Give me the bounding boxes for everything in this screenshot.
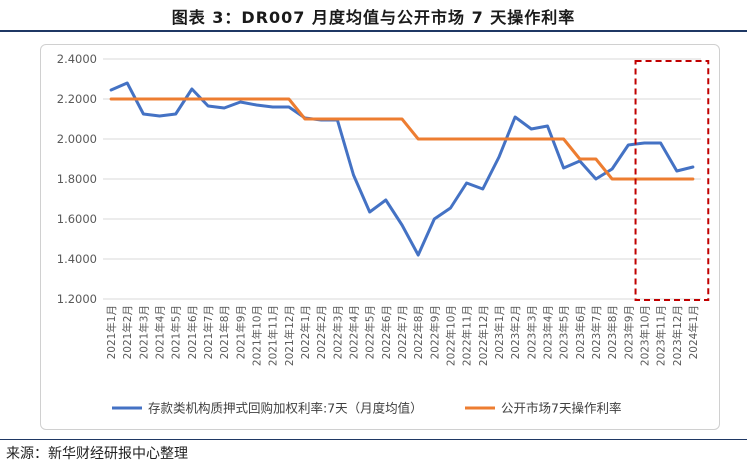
x-tick-label: 2022年7月 xyxy=(396,305,409,359)
x-tick-label: 2021年12月 xyxy=(283,305,296,366)
x-tick-label: 2023年10月 xyxy=(638,305,651,366)
line-chart: 1.2000 1.4000 1.6000 1.8000 2.0000 2.2000 2.40… xyxy=(57,52,710,416)
x-tick-label: 2023年6月 xyxy=(574,305,587,359)
x-tick-label: 2021年9月 xyxy=(234,305,247,359)
x-tick-label: 2024年1月 xyxy=(687,305,700,359)
x-tick-label: 2021年8月 xyxy=(218,305,231,359)
legend-label-2: 公开市场7天操作利率 xyxy=(501,401,621,416)
y-tick-label: 2.0000 xyxy=(57,132,97,146)
x-tick-label: 2023年9月 xyxy=(622,305,635,359)
x-tick-label: 2023年2月 xyxy=(509,305,522,359)
y-tick-label: 2.4000 xyxy=(57,52,97,66)
x-tick-label: 2023年4月 xyxy=(541,305,554,359)
y-tick-label: 1.8000 xyxy=(57,172,97,186)
x-tick-label: 2023年7月 xyxy=(590,305,603,359)
x-tick-label: 2023年3月 xyxy=(525,305,538,359)
x-tick-label: 2021年5月 xyxy=(170,305,183,359)
x-tick-label: 2021年6月 xyxy=(186,305,199,359)
x-tick-label: 2023年11月 xyxy=(655,305,668,366)
y-tick-label: 1.2000 xyxy=(57,292,97,306)
title-rule xyxy=(0,30,747,32)
x-tick-label: 2022年5月 xyxy=(364,305,377,359)
x-tick-label: 2021年3月 xyxy=(137,305,150,359)
x-tick-label: 2021年2月 xyxy=(121,305,134,359)
chart-frame xyxy=(40,44,720,430)
x-tick-label: 2022年10月 xyxy=(444,305,457,366)
x-tick-label: 2022年11月 xyxy=(461,305,474,366)
x-tick-label: 2021年7月 xyxy=(202,305,215,359)
y-tick-label: 1.4000 xyxy=(57,252,97,266)
x-tick-label: 2021年1月 xyxy=(105,305,118,359)
x-tick-label: 2022年2月 xyxy=(315,305,328,359)
x-tick-label: 2023年5月 xyxy=(558,305,571,359)
x-tick-label: 2023年8月 xyxy=(606,305,619,359)
highlight-dashed-box xyxy=(634,60,710,301)
x-tick-label: 2021年11月 xyxy=(267,305,280,366)
y-tick-label: 2.2000 xyxy=(57,92,97,106)
y-tick-label: 1.6000 xyxy=(57,212,97,226)
x-tick-label: 2022年8月 xyxy=(412,305,425,359)
source-rule xyxy=(0,439,747,440)
x-tick-label: 2022年1月 xyxy=(299,305,312,359)
legend-label-1: 存款类机构质押式回购加权利率:7天（月度均值） xyxy=(148,401,423,416)
x-tick-label: 2022年9月 xyxy=(428,305,441,359)
chart-title: 图表 3：DR007 月度均值与公开市场 7 天操作利率 xyxy=(171,8,576,27)
x-tick-label: 2022年4月 xyxy=(348,305,361,359)
x-tick-label: 2021年10月 xyxy=(251,305,264,366)
x-tick-label: 2022年12月 xyxy=(477,305,490,366)
series-line-1 xyxy=(109,81,695,257)
x-tick-label: 2022年6月 xyxy=(380,305,393,359)
series-line-2 xyxy=(109,97,695,181)
x-tick-label: 2021年4月 xyxy=(154,305,167,359)
x-tick-label: 2023年12月 xyxy=(671,305,684,366)
x-tick-label: 2023年1月 xyxy=(493,305,506,359)
source-note: 来源：新华财经研报中心整理 xyxy=(6,446,188,462)
x-tick-label: 2022年3月 xyxy=(331,305,344,359)
